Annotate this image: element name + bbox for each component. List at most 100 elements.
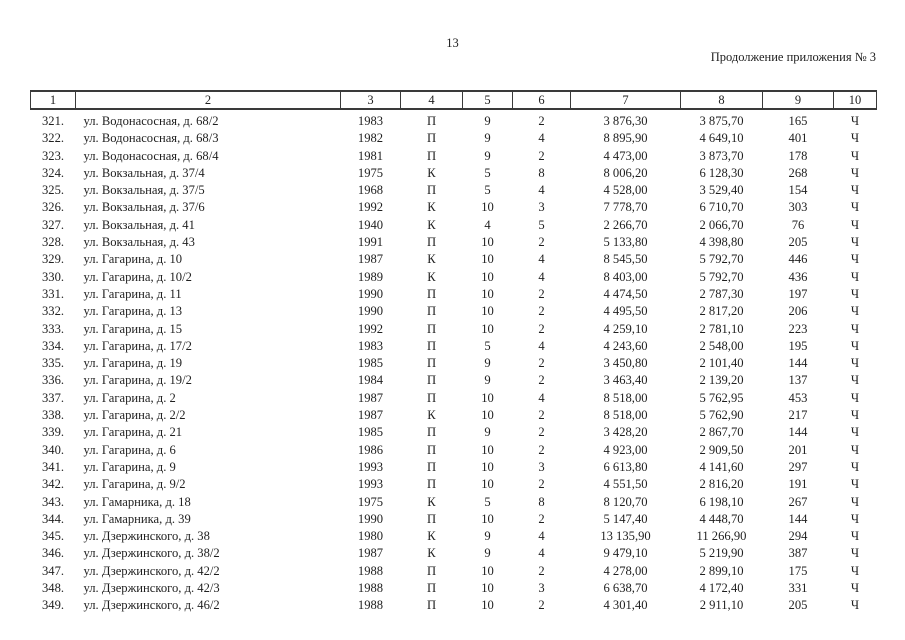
entrances-cell: 2 xyxy=(538,114,545,128)
floors-cell: 10 xyxy=(481,200,494,215)
floors-cell: 9 xyxy=(484,114,491,128)
buildings-table: 1 2 3 4 5 6 7 8 9 10 321. ул. Водонасосна… xyxy=(30,90,877,615)
wall-type-cell: П xyxy=(426,338,437,353)
floors-cell: 9 xyxy=(484,131,491,146)
address-cell: ул. Дзержинского, д. 42/2 xyxy=(83,563,220,578)
ownership-cell: Ч xyxy=(850,477,860,492)
year-cell: 1992 xyxy=(357,200,384,215)
row-number-cell: 337. xyxy=(41,390,65,405)
total-area-cell: 4 278,00 xyxy=(603,563,648,578)
wall-type-cell: К xyxy=(427,217,436,232)
wall-type-cell: П xyxy=(426,390,437,405)
address-cell: ул. Гагарина, д. 2 xyxy=(83,390,176,405)
entrances-cell: 2 xyxy=(538,356,545,371)
table-row: 347. ул. Дзержинского, д. 42/2 1988 П 10 2 4 2… xyxy=(31,563,877,580)
entrances-cell: 2 xyxy=(538,425,545,440)
residents-cell: 436 xyxy=(788,269,808,284)
residents-cell: 401 xyxy=(788,131,808,146)
row-number-cell: 342. xyxy=(41,477,65,492)
residents-cell: 144 xyxy=(788,425,808,440)
residents-cell: 223 xyxy=(788,321,808,336)
wall-type-cell: К xyxy=(427,529,436,544)
entrances-cell: 3 xyxy=(538,200,545,215)
floors-cell: 10 xyxy=(481,235,494,250)
year-cell: 1985 xyxy=(357,425,384,440)
wall-type-cell: П xyxy=(426,459,437,474)
residents-cell: 297 xyxy=(788,459,808,474)
address-cell: ул. Гагарина, д. 2/2 xyxy=(83,408,186,423)
row-number-cell: 332. xyxy=(41,304,65,319)
ownership-cell: Ч xyxy=(850,563,860,578)
entrances-cell: 4 xyxy=(538,131,545,146)
living-area-cell: 6 198,10 xyxy=(699,494,744,509)
residents-cell: 178 xyxy=(788,148,808,163)
wall-type-cell: П xyxy=(426,235,437,250)
entrances-cell: 2 xyxy=(538,563,545,578)
ownership-cell: Ч xyxy=(850,459,860,474)
row-number-cell: 326. xyxy=(41,200,65,215)
entrances-cell: 4 xyxy=(538,338,545,353)
table-row: 336. ул. Гагарина, д. 19/2 1984 П 9 2 3 463,40… xyxy=(31,372,877,389)
entrances-cell: 8 xyxy=(538,494,545,509)
year-cell: 1985 xyxy=(357,356,384,371)
row-number-cell: 324. xyxy=(41,165,65,180)
wall-type-cell: П xyxy=(426,581,437,596)
floors-cell: 10 xyxy=(481,269,494,284)
entrances-cell: 4 xyxy=(538,183,545,198)
wall-type-cell: К xyxy=(427,200,436,215)
living-area-cell: 5 792,70 xyxy=(699,252,744,267)
wall-type-cell: П xyxy=(426,477,437,492)
wall-type-cell: П xyxy=(426,356,437,371)
column-header-7: 7 xyxy=(570,90,681,110)
entrances-cell: 4 xyxy=(538,252,545,267)
total-area-cell: 6 638,70 xyxy=(603,581,648,596)
year-cell: 1988 xyxy=(357,563,384,578)
column-header-6: 6 xyxy=(512,90,571,110)
entrances-cell: 2 xyxy=(538,321,545,336)
total-area-cell: 4 259,10 xyxy=(603,321,648,336)
living-area-cell: 4 172,40 xyxy=(699,581,744,596)
floors-cell: 10 xyxy=(481,286,494,301)
ownership-cell: Ч xyxy=(850,598,860,613)
wall-type-cell: К xyxy=(427,165,436,180)
wall-type-cell: К xyxy=(427,252,436,267)
address-cell: ул. Вокзальная, д. 41 xyxy=(83,217,195,232)
table-row: 322. ул. Водонасосная, д. 68/3 1982 П 9 4 8 89… xyxy=(31,130,877,147)
ownership-cell: Ч xyxy=(850,131,860,146)
total-area-cell: 3 428,20 xyxy=(603,425,648,440)
floors-cell: 4 xyxy=(484,217,491,232)
address-cell: ул. Гагарина, д. 9/2 xyxy=(83,477,186,492)
address-cell: ул. Водонасосная, д. 68/4 xyxy=(83,148,219,163)
table-row: 345. ул. Дзержинского, д. 38 1980 К 9 4 13 135… xyxy=(31,528,877,545)
table-row: 342. ул. Гагарина, д. 9/2 1993 П 10 2 4 551,50… xyxy=(31,476,877,493)
total-area-cell: 4 495,50 xyxy=(603,304,648,319)
row-number-cell: 329. xyxy=(41,252,65,267)
year-cell: 1989 xyxy=(357,269,384,284)
appendix-continuation-label: Продолжение приложения № 3 xyxy=(710,50,876,64)
total-area-cell: 4 243,60 xyxy=(603,338,648,353)
wall-type-cell: П xyxy=(426,286,437,301)
year-cell: 1987 xyxy=(357,546,384,561)
address-cell: ул. Водонасосная, д. 68/3 xyxy=(83,131,219,146)
floors-cell: 5 xyxy=(484,338,491,353)
floors-cell: 9 xyxy=(484,356,491,371)
table-row: 327. ул. Вокзальная, д. 41 1940 К 4 5 2 266,70… xyxy=(31,217,877,234)
row-number-cell: 346. xyxy=(41,546,65,561)
total-area-cell: 8 518,00 xyxy=(603,390,648,405)
ownership-cell: Ч xyxy=(850,511,860,526)
year-cell: 1983 xyxy=(357,338,384,353)
year-cell: 1993 xyxy=(357,477,384,492)
floors-cell: 10 xyxy=(481,408,494,423)
column-header-3: 3 xyxy=(340,90,401,110)
table-row: 330. ул. Гагарина, д. 10/2 1989 К 10 4 8 403,0… xyxy=(31,269,877,286)
ownership-cell: Ч xyxy=(850,269,860,284)
entrances-cell: 4 xyxy=(538,546,545,561)
year-cell: 1987 xyxy=(357,252,384,267)
year-cell: 1983 xyxy=(357,114,384,128)
table-row: 346. ул. Дзержинского, д. 38/2 1987 К 9 4 9 47… xyxy=(31,545,877,562)
living-area-cell: 6 128,30 xyxy=(699,165,744,180)
table-header: 1 2 3 4 5 6 7 8 9 10 xyxy=(30,90,877,110)
floors-cell: 10 xyxy=(481,598,494,613)
floors-cell: 10 xyxy=(481,304,494,319)
ownership-cell: Ч xyxy=(850,338,860,353)
